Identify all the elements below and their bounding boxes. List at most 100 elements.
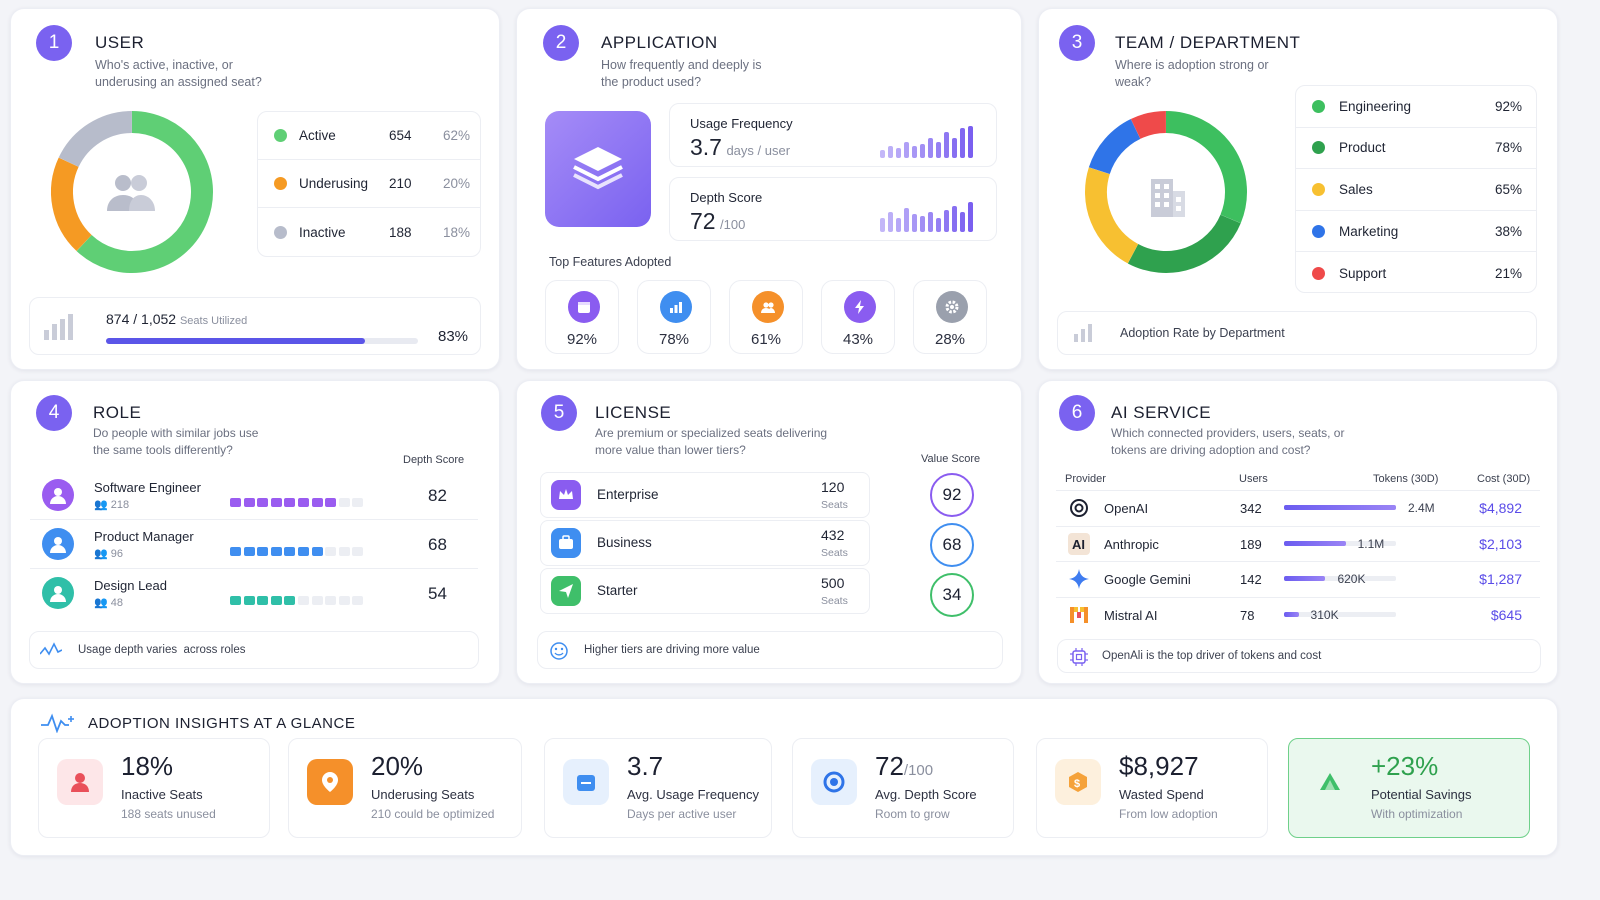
depth-block: [230, 547, 241, 556]
spark-bar: [880, 150, 885, 158]
depth-block: [338, 498, 350, 507]
tokens-bar-fill: [1284, 576, 1326, 581]
department-footer: Adoption Rate by Department: [1057, 311, 1537, 355]
spark-bar: [928, 138, 933, 158]
insight-card[interactable]: +23% Potential Savings With optimization: [1288, 738, 1530, 838]
depth-block: [311, 547, 323, 556]
insight-card[interactable]: 72/100 Avg. Depth Score Room to grow: [792, 738, 1014, 838]
usage-frequency-sparkbars: [880, 126, 973, 158]
license-tier-name: Starter: [597, 583, 638, 598]
card-subtitle: Which connected providers, users, seats,…: [1111, 426, 1345, 457]
status-percent: 62%: [443, 128, 471, 143]
license-row-starter[interactable]: Starter 500 Seats: [540, 568, 870, 614]
users-icon: [752, 291, 784, 323]
status-dot: [274, 129, 287, 142]
department-row-sales: Sales 65%: [1296, 169, 1536, 211]
role-row[interactable]: Software Engineer 👥 218 82: [30, 472, 478, 520]
provider-cost: $2,103: [1479, 535, 1522, 552]
crown-icon: [551, 480, 581, 510]
role-member-count: 👥 218: [94, 499, 130, 511]
license-tier-name: Enterprise: [597, 487, 659, 502]
avatar: [42, 528, 74, 560]
card-subtitle: Where is adoption strong or weak?: [1115, 58, 1269, 89]
feature-tile[interactable]: 78%: [637, 280, 711, 354]
depth-block: [352, 498, 364, 507]
role-row[interactable]: Product Manager 👥 96 68: [30, 521, 478, 569]
feature-adoption-value: 61%: [750, 331, 782, 348]
insight-card[interactable]: 3.7 Avg. Usage Frequency Days per active…: [544, 738, 772, 838]
spark-bar: [920, 216, 925, 232]
spark-bar: [888, 212, 893, 232]
depth-block: [325, 596, 337, 605]
depth-block: [257, 547, 269, 556]
insight-value: 3.7: [627, 751, 664, 781]
license-row-enterprise[interactable]: Enterprise 120 Seats: [540, 472, 870, 518]
feature-tile[interactable]: 28%: [913, 280, 987, 354]
ai-provider-row[interactable]: OpenAI 342 2.4M $4,892: [1056, 490, 1540, 525]
license-row-business[interactable]: Business 432 Seats: [540, 520, 870, 566]
role-name: Product Manager: [94, 529, 194, 544]
insight-detail: Room to grow: [875, 807, 950, 821]
section-number-badge: 3: [1059, 25, 1095, 61]
insight-card[interactable]: $ $8,927 Wasted Spend From low adoption: [1036, 738, 1268, 838]
tokens-bar-fill: [1284, 611, 1299, 617]
ai-service-card: 6 AI SERVICE Which connected providers, …: [1038, 380, 1558, 684]
briefcase-icon: [551, 528, 581, 558]
department-percent: 78%: [1494, 140, 1522, 156]
spark-bar: [960, 128, 965, 158]
people-icon: 👥: [94, 597, 108, 609]
ai-provider-row[interactable]: Google Gemini 142 620K $1,287: [1056, 561, 1540, 596]
license-seat-label: Seats: [821, 547, 848, 559]
bolt-icon: [844, 291, 876, 323]
role-member-count: 👥 48: [94, 597, 124, 609]
card-subtitle: How frequently and deeply is the product…: [601, 58, 762, 89]
insight-label: Avg. Usage Frequency: [627, 787, 759, 802]
feature-tile[interactable]: 92%: [545, 280, 619, 354]
spark-bar: [896, 148, 901, 158]
seats-utilized-count: 874 / 1,052 Seats Utilized: [106, 311, 248, 327]
insight-detail: With optimization: [1371, 807, 1463, 821]
dollar-hexagon-icon: $: [1055, 759, 1101, 805]
user-donut-slice-active: [76, 111, 213, 273]
status-percent: 18%: [443, 224, 471, 240]
spark-bar: [928, 212, 933, 232]
spark-bar: [912, 214, 917, 232]
feature-tile[interactable]: 43%: [821, 280, 895, 354]
spark-bar: [968, 202, 973, 232]
spark-bar: [936, 218, 941, 232]
users-column-header: Users: [1239, 473, 1268, 485]
insight-detail: Days per active user: [627, 807, 737, 821]
card-title: TEAM / DEPARTMENT: [1115, 33, 1301, 52]
depth-block: [311, 596, 323, 605]
section-number-badge: 2: [543, 25, 579, 61]
department-label: Product: [1339, 140, 1386, 156]
depth-block: [243, 498, 255, 507]
department-percent: 21%: [1494, 265, 1522, 281]
card-title: USER: [95, 33, 145, 52]
status-label: Underusing: [299, 176, 369, 191]
department-label: Marketing: [1339, 223, 1399, 239]
depth-block: [230, 596, 241, 605]
depth-block: [325, 547, 337, 556]
depth-block: [270, 596, 282, 605]
role-footer: Usage depth varies across roles: [29, 631, 479, 669]
depth-block: [257, 498, 269, 507]
insight-card[interactable]: 20% Underusing Seats 210 could be optimi…: [288, 738, 522, 838]
department-label: Support: [1339, 265, 1387, 281]
section-number-badge: 4: [36, 395, 72, 431]
dept-donut-slice-support: [1130, 111, 1167, 140]
role-depth-score: 68: [428, 535, 447, 554]
ai-provider-row[interactable]: Mistral AI 78 310K $645: [1056, 596, 1540, 632]
value-score-ring: 92: [930, 473, 974, 517]
ai-provider-row[interactable]: AI Anthropic 189 1.1M $2,103: [1056, 525, 1540, 561]
department-dot: [1312, 266, 1325, 280]
insight-card[interactable]: 18% Inactive Seats 188 seats unused: [38, 738, 270, 838]
role-row[interactable]: Design Lead 👥 48 54: [30, 570, 478, 618]
provider-users: 142: [1240, 572, 1262, 587]
tokens-bar-track: [1284, 576, 1396, 581]
feature-tile[interactable]: 61%: [729, 280, 803, 354]
status-label: Inactive: [299, 224, 346, 240]
user-status-legend: Active 654 62% Underusing 210 20% Inacti…: [257, 111, 481, 257]
spark-bar: [904, 208, 909, 232]
tokens-bar-fill: [1284, 540, 1346, 546]
